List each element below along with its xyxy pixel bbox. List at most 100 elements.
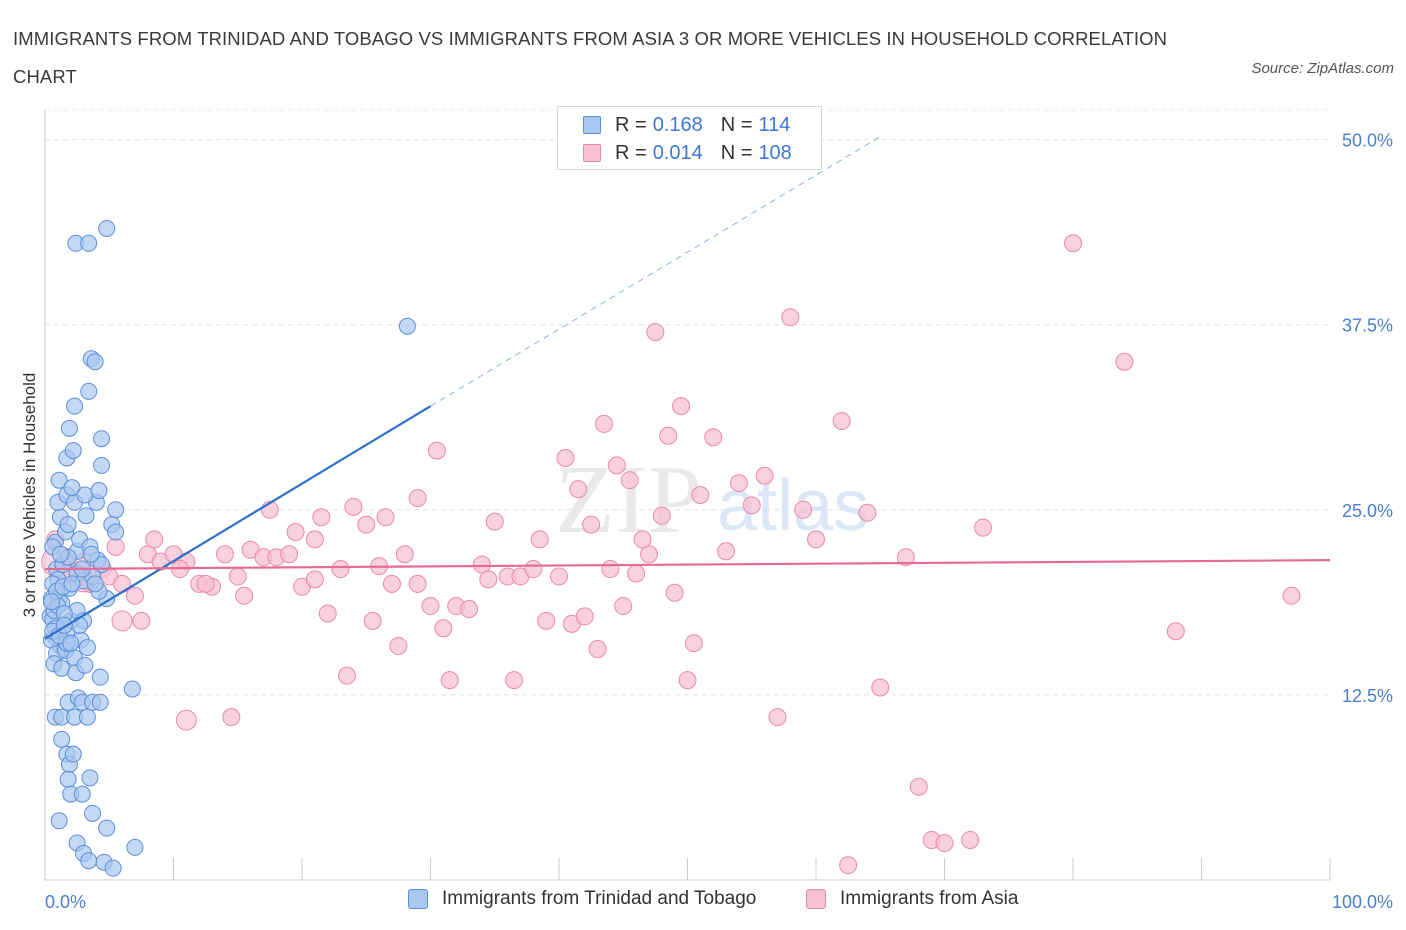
point-asia	[427, 441, 446, 460]
point-trinidad	[59, 516, 77, 534]
point-asia	[742, 496, 761, 515]
n-value-trinidad: 114	[758, 113, 791, 136]
point-asia	[222, 708, 241, 727]
trend-line-trinidad	[44, 405, 432, 640]
point-asia	[337, 666, 356, 685]
point-asia	[363, 611, 382, 630]
point-asia	[111, 610, 133, 632]
point-trinidad	[104, 859, 122, 877]
point-asia	[646, 323, 665, 342]
point-asia	[505, 671, 524, 690]
y-tick-label: 25.0%	[1342, 501, 1393, 521]
point-asia	[460, 600, 479, 619]
point-asia	[286, 523, 305, 542]
point-asia	[421, 597, 440, 616]
point-asia	[550, 567, 568, 586]
point-asia	[575, 607, 594, 626]
y-tick-label: 37.5%	[1342, 316, 1393, 336]
point-trinidad	[123, 680, 141, 698]
point-asia	[974, 518, 993, 537]
point-trinidad	[78, 639, 96, 657]
point-asia	[704, 428, 723, 447]
point-asia	[479, 570, 498, 589]
point-asia	[376, 508, 395, 527]
legend-item-asia[interactable]: Immigrants from Asia	[806, 888, 1018, 910]
point-trinidad	[42, 593, 60, 611]
watermark-zip: ZIP	[555, 446, 702, 554]
point-asia	[344, 497, 363, 516]
point-asia	[389, 637, 408, 656]
x-tick-label-max: 100.0%	[1332, 892, 1393, 912]
point-asia	[672, 397, 691, 416]
point-trinidad	[91, 693, 109, 711]
point-asia	[1166, 622, 1185, 641]
chart-title: IMMIGRANTS FROM TRINIDAD AND TOBAGO VS I…	[13, 28, 1168, 87]
point-asia	[312, 508, 331, 527]
points-asia	[41, 234, 1301, 875]
r-label: R =	[615, 113, 647, 136]
n-label: N =	[720, 113, 753, 136]
point-asia	[807, 530, 825, 549]
point-asia	[357, 515, 376, 534]
legend-item-trinidad[interactable]: Immigrants from Trinidad and Tobago	[408, 888, 756, 910]
point-trinidad	[86, 353, 104, 371]
point-trinidad	[98, 219, 116, 237]
point-asia	[935, 833, 954, 852]
point-trinidad	[64, 745, 82, 763]
point-asia	[215, 545, 234, 564]
point-asia	[305, 530, 324, 549]
point-asia	[1064, 234, 1082, 253]
point-asia	[537, 611, 556, 630]
point-trinidad	[98, 819, 116, 837]
point-asia	[280, 545, 299, 564]
trend-line-trinidad-extension	[430, 136, 881, 407]
point-asia	[145, 530, 164, 549]
point-asia	[472, 555, 491, 574]
point-asia	[717, 542, 736, 561]
point-trinidad	[126, 838, 144, 856]
point-asia	[614, 597, 633, 616]
x-tick-label-min: 0.0%	[45, 892, 86, 912]
source-label: Source: ZipAtlas.com	[1251, 60, 1394, 77]
y-tick-label: 12.5%	[1342, 686, 1393, 706]
point-trinidad	[78, 708, 96, 726]
point-trinidad	[76, 656, 94, 674]
point-asia	[175, 709, 197, 731]
point-asia	[684, 634, 703, 653]
point-asia	[607, 456, 626, 475]
n-value-asia: 108	[758, 141, 792, 164]
stats-legend-row-asia: R = 0.014 N = 108	[583, 141, 792, 165]
point-asia	[620, 471, 639, 490]
point-asia	[639, 545, 658, 564]
point-asia	[794, 500, 813, 519]
series-legend: Immigrants from Trinidad and Tobago Immi…	[0, 888, 1406, 916]
point-asia	[196, 574, 215, 593]
n-label: N =	[720, 141, 753, 164]
point-trinidad	[71, 616, 89, 634]
point-trinidad	[53, 730, 71, 748]
point-asia	[678, 671, 697, 690]
point-trinidad	[80, 234, 98, 252]
point-asia	[729, 474, 748, 493]
point-trinidad	[77, 507, 95, 525]
point-trinidad	[51, 545, 69, 563]
point-trinidad	[60, 419, 78, 437]
point-asia	[633, 530, 652, 549]
point-asia	[665, 583, 684, 602]
point-trinidad	[93, 430, 111, 448]
r-value-trinidad: 0.168	[652, 113, 703, 136]
point-trinidad	[50, 471, 68, 489]
point-trinidad	[93, 456, 111, 474]
point-trinidad	[50, 812, 68, 830]
point-asia	[588, 640, 607, 658]
legend-swatch-trinidad	[583, 116, 601, 134]
point-trinidad	[90, 482, 108, 500]
point-asia	[582, 515, 601, 534]
point-trinidad	[53, 659, 71, 677]
point-asia	[652, 506, 671, 525]
point-asia	[395, 545, 414, 564]
point-asia	[896, 548, 915, 567]
trend-lines	[44, 136, 1331, 640]
point-trinidad	[63, 479, 81, 497]
point-trinidad	[84, 804, 102, 822]
